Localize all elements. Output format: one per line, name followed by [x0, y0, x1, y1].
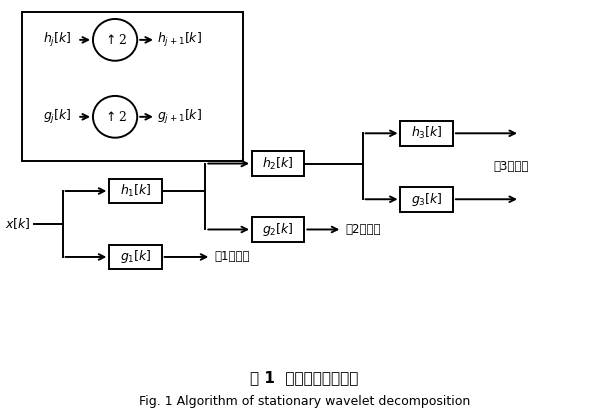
Text: $\uparrow$2: $\uparrow$2 — [103, 33, 127, 47]
Text: $g_1[k]$: $g_1[k]$ — [119, 249, 152, 266]
Text: $g_2[k]$: $g_2[k]$ — [262, 221, 294, 238]
Text: $h_1[k]$: $h_1[k]$ — [119, 183, 152, 199]
Text: Fig. 1 Algorithm of stationary wavelet decomposition: Fig. 1 Algorithm of stationary wavelet d… — [139, 395, 470, 408]
Bar — [401, 187, 453, 212]
Text: 第3层系数: 第3层系数 — [494, 160, 529, 173]
Text: $g_3[k]$: $g_3[k]$ — [411, 191, 442, 208]
Bar — [401, 121, 453, 146]
Bar — [109, 178, 162, 203]
Ellipse shape — [93, 96, 137, 138]
Bar — [22, 12, 243, 161]
Text: $g_j[k]$: $g_j[k]$ — [42, 108, 71, 126]
Text: $h_{j+1}[k]$: $h_{j+1}[k]$ — [156, 31, 202, 49]
Text: $h_3[k]$: $h_3[k]$ — [411, 125, 442, 142]
Text: $g_{j+1}[k]$: $g_{j+1}[k]$ — [156, 108, 202, 126]
Text: $x[k]$: $x[k]$ — [5, 217, 30, 232]
Text: $h_j[k]$: $h_j[k]$ — [42, 31, 71, 49]
Ellipse shape — [93, 19, 137, 61]
Text: 第1层系数: 第1层系数 — [214, 251, 250, 264]
Text: 图 1  平稳小波分解原理: 图 1 平稳小波分解原理 — [250, 370, 359, 386]
Bar — [252, 151, 304, 176]
Text: $h_2[k]$: $h_2[k]$ — [262, 156, 294, 171]
Text: $\uparrow$2: $\uparrow$2 — [103, 110, 127, 124]
Bar — [109, 244, 162, 269]
Bar — [252, 217, 304, 242]
Text: 第2层系数: 第2层系数 — [345, 223, 381, 236]
